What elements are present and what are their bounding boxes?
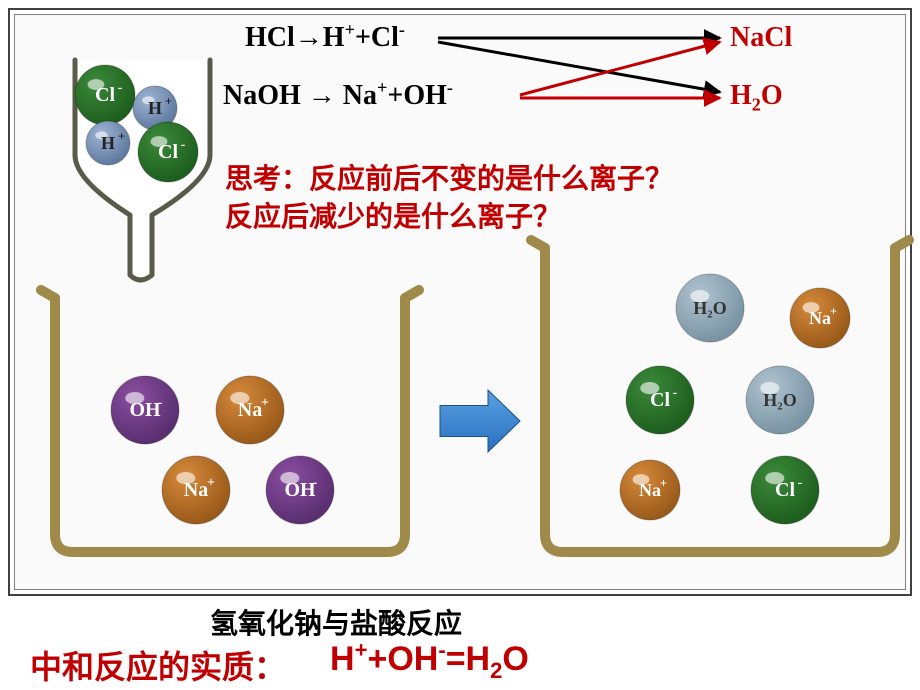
eq-nacl: NaCl xyxy=(730,22,792,54)
essence-label: 中和反应的实质： xyxy=(30,642,286,688)
diagram-caption: 氢氧化钠与盐酸反应 xyxy=(210,602,462,642)
eq-h2o: H2O xyxy=(730,80,783,112)
essence-equation: H++OH-=H2O xyxy=(330,640,529,679)
thinking-line1: 思考：反应前后不变的是什么离子？ xyxy=(225,163,673,194)
eq-naoh: NaOH → Na++OH- xyxy=(223,80,453,112)
thinking-line2: 反应后减少的是什么离子？ xyxy=(225,201,561,232)
eq-hcl: HCl→H++Cl- xyxy=(245,22,405,54)
thinking-prompt: 思考：反应前后不变的是什么离子？ 反应后减少的是什么离子？ xyxy=(225,160,673,236)
